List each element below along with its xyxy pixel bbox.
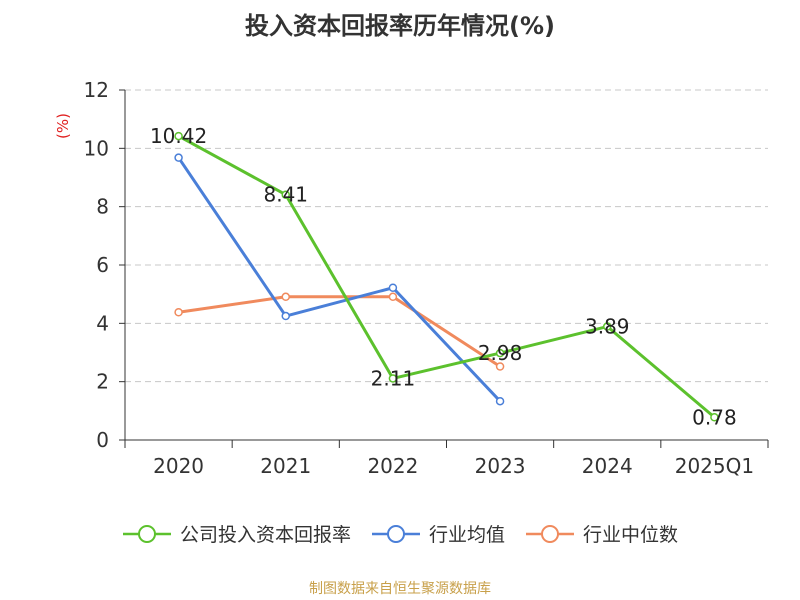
data-point [495, 362, 505, 371]
x-tick-label: 2023 [475, 454, 526, 478]
y-tick-label: 12 [84, 78, 109, 102]
data-label: 0.78 [692, 405, 737, 429]
legend-swatch-marker [386, 524, 405, 543]
axes: 0 2 4 6 8 10 12 2020 2021 2022 2023 2024 2025Q1 [84, 78, 769, 478]
data-point [174, 308, 183, 317]
data-label: 2.98 [478, 341, 523, 365]
data-point [281, 292, 290, 302]
source-note: 制图数据来自恒生聚源数据库 [309, 581, 491, 597]
legend-label: 行业均值 [428, 524, 505, 546]
data-point [174, 131, 183, 141]
data-point [603, 322, 612, 331]
legend-swatch [122, 524, 171, 543]
series-line [177, 134, 716, 419]
data-point [495, 348, 505, 358]
legend: 公司投入资本回报率 行业均值 行业中位数 [0, 520, 800, 547]
series [174, 131, 719, 422]
series-line [177, 156, 502, 403]
data-point [388, 283, 398, 292]
data-label: 2.11 [371, 366, 416, 390]
data-point [388, 374, 398, 383]
data-label: 8.41 [263, 183, 308, 207]
legend-label: 公司投入资本回报率 [179, 524, 351, 546]
legend-item[interactable]: 公司投入资本回报率 [122, 520, 351, 547]
data-point [174, 153, 183, 162]
data-labels: 10.42 8.41 2.11 2.98 3.89 0.78 [150, 124, 737, 429]
y-tick-label: 2 [96, 370, 109, 394]
data-point [495, 396, 505, 406]
grid-lines [125, 89, 768, 383]
legend-swatch-marker [541, 524, 559, 543]
y-tick-label: 0 [96, 428, 109, 452]
y-tick-label: 4 [96, 311, 109, 335]
x-tick-label: 2020 [153, 454, 204, 478]
legend-swatch [371, 524, 420, 543]
legend-item[interactable]: 行业均值 [371, 520, 505, 547]
y-tick-label: 8 [96, 195, 109, 219]
series-line [178, 295, 501, 368]
y-tick-label: 10 [84, 136, 109, 160]
chart-title: 投入资本回报率历年情况(%) [245, 12, 555, 40]
x-tick-label: 2021 [260, 454, 311, 478]
legend-item[interactable]: 行业中位数 [525, 520, 678, 547]
data-point [281, 311, 290, 321]
data-point [388, 292, 398, 302]
data-label: 10.42 [150, 124, 207, 148]
legend-swatch [526, 524, 574, 543]
data-label: 3.89 [585, 315, 630, 339]
x-tick-label: 2024 [582, 454, 633, 478]
legend-swatch-marker [137, 524, 156, 543]
x-tick-label: 2025Q1 [675, 454, 754, 478]
data-point [281, 190, 290, 199]
y-tick-label: 6 [96, 253, 109, 277]
x-tick-label: 2022 [367, 454, 418, 478]
legend-label: 行业中位数 [583, 524, 679, 546]
y-axis-label: (%) [54, 113, 72, 139]
data-point [710, 413, 719, 422]
